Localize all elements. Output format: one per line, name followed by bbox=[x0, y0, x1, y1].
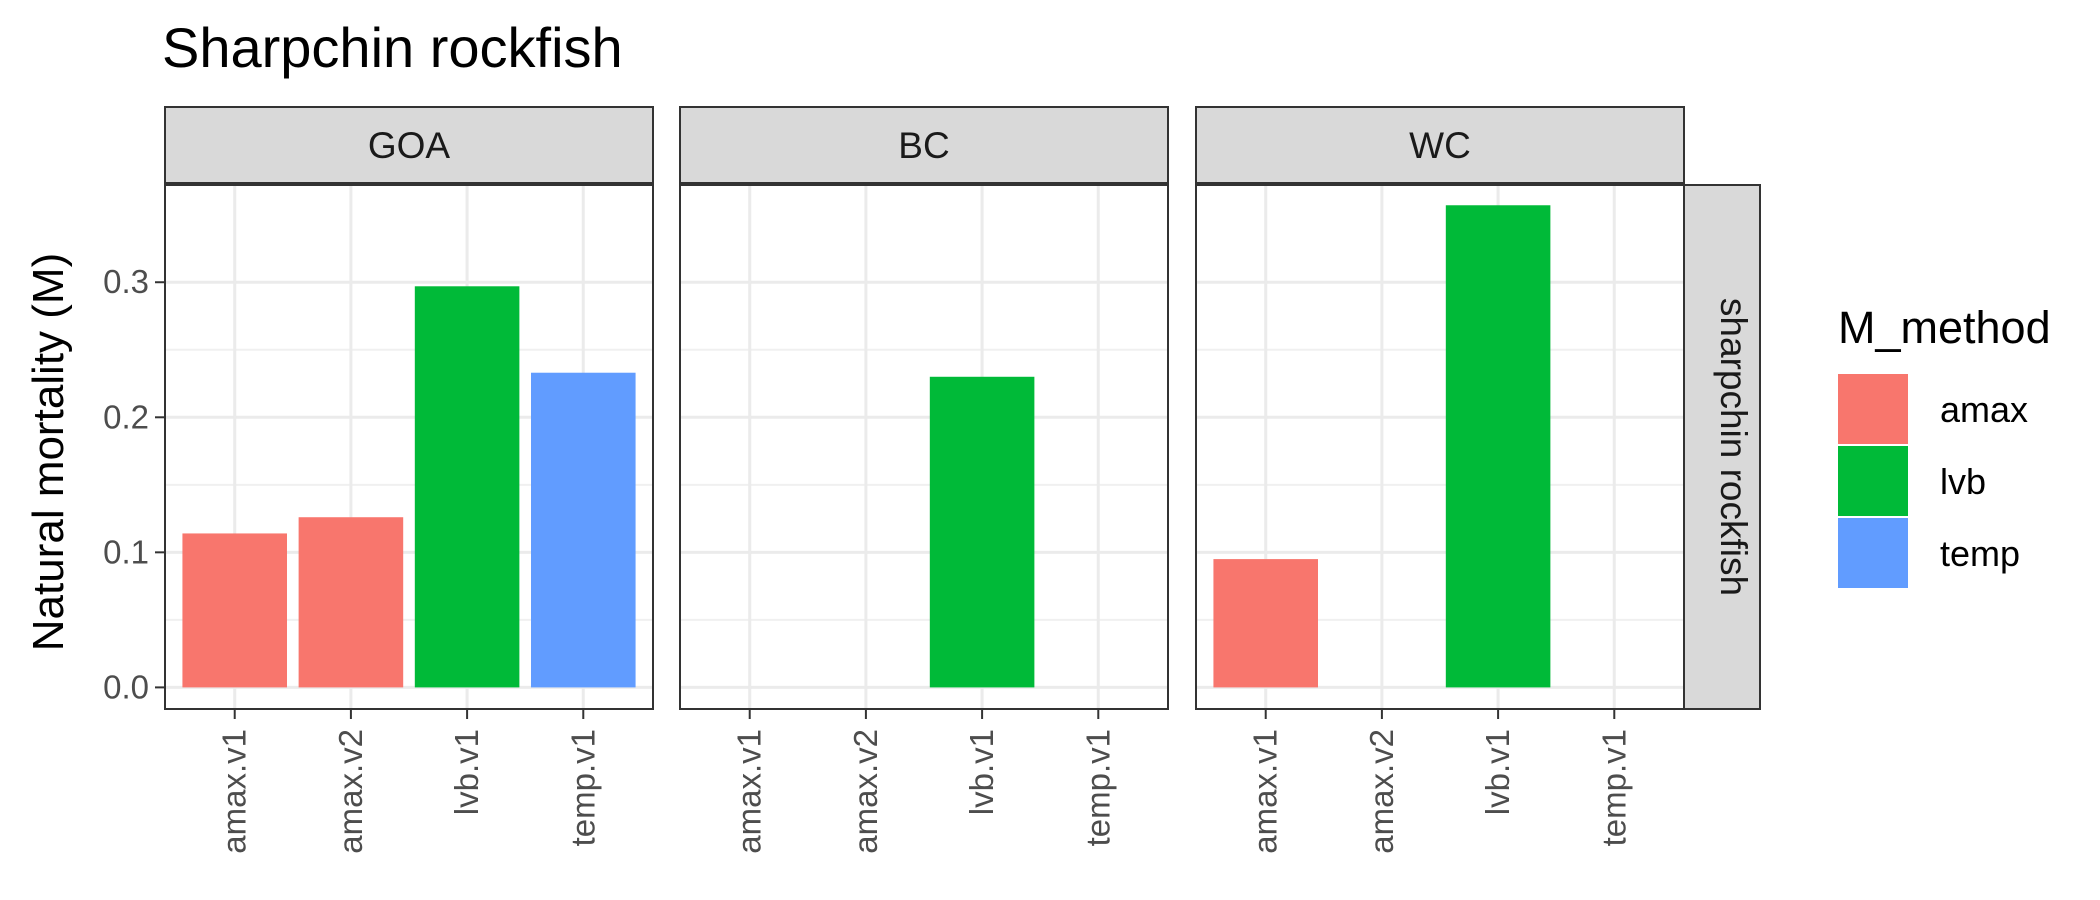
panel-wc: WC amax.v1 amax.v2 lvb.v1 temp.v1 bbox=[1195, 106, 1685, 854]
x-tick-label: temp.v1 bbox=[1079, 729, 1116, 846]
facet-strip-label: WC bbox=[1409, 125, 1471, 166]
x-tick-label: amax.v1 bbox=[731, 729, 768, 854]
x-tick-label: lvb.v1 bbox=[963, 729, 1000, 815]
facet-strip-box bbox=[1195, 106, 1685, 184]
x-tick-label: amax.v1 bbox=[1247, 729, 1284, 854]
y-tick-label: 0.2 bbox=[103, 398, 149, 435]
x-tick-label: amax.v2 bbox=[332, 729, 369, 854]
panel-border bbox=[679, 184, 1169, 710]
y-tick-label: 0.1 bbox=[103, 533, 149, 570]
bar-goa-amax-v1 bbox=[182, 533, 287, 688]
panel-background bbox=[680, 185, 1168, 709]
legend-label-amax: amax bbox=[1940, 389, 2028, 430]
bar-bc-lvb-v1 bbox=[929, 376, 1035, 688]
legend-label-temp: temp bbox=[1940, 533, 2020, 574]
legend-title: M_method bbox=[1838, 302, 2051, 353]
bar-wc-lvb-v1 bbox=[1445, 205, 1551, 688]
chart-title: Sharpchin rockfish bbox=[162, 16, 623, 79]
x-tick-label: temp.v1 bbox=[1595, 729, 1632, 846]
x-tick-label: amax.v2 bbox=[1363, 729, 1400, 854]
x-tick-label: lvb.v1 bbox=[448, 729, 485, 815]
facet-row-strip-box bbox=[1683, 184, 1761, 710]
facet-strip-box bbox=[679, 106, 1169, 184]
x-tick-label: temp.v1 bbox=[564, 729, 601, 846]
panel-border bbox=[164, 184, 654, 710]
panel-bc: BC amax.v1 amax.v2 lvb.v1 temp.v1 bbox=[679, 106, 1169, 854]
facet-panels: GOA amax.v1 amax.v2 lvb.v1 temp.v1 BC amax.v1 a… bbox=[103, 106, 1685, 854]
legend-key-lvb bbox=[1838, 446, 1908, 516]
y-axis-label: Natural mortality (M) bbox=[24, 253, 73, 652]
x-tick-label: amax.v1 bbox=[216, 729, 253, 854]
x-tick-label: lvb.v1 bbox=[1479, 729, 1516, 815]
facet-strip-box bbox=[164, 106, 654, 184]
facet-strip-label: GOA bbox=[368, 125, 451, 166]
bar-goa-lvb-v1 bbox=[414, 286, 520, 688]
bar-wc-amax-v1 bbox=[1213, 559, 1318, 688]
legend-key-temp bbox=[1838, 518, 1908, 588]
legend: M_method amax lvb temp bbox=[1838, 302, 2051, 588]
x-tick-label: amax.v2 bbox=[847, 729, 884, 854]
legend-label-lvb: lvb bbox=[1940, 461, 1986, 502]
bar-goa-temp-v1 bbox=[531, 372, 636, 688]
panel-goa: GOA amax.v1 amax.v2 lvb.v1 temp.v1 bbox=[164, 106, 654, 854]
bar-goa-amax-v2 bbox=[298, 517, 404, 688]
facet-row-strip: sharpchin rockfish bbox=[1683, 184, 1761, 710]
y-tick-label: 0.0 bbox=[103, 668, 149, 705]
facet-row-strip-label: sharpchin rockfish bbox=[1713, 298, 1754, 596]
y-tick-label: 0.3 bbox=[103, 263, 149, 300]
facet-strip-label: BC bbox=[898, 125, 949, 166]
legend-key-amax bbox=[1838, 374, 1908, 444]
